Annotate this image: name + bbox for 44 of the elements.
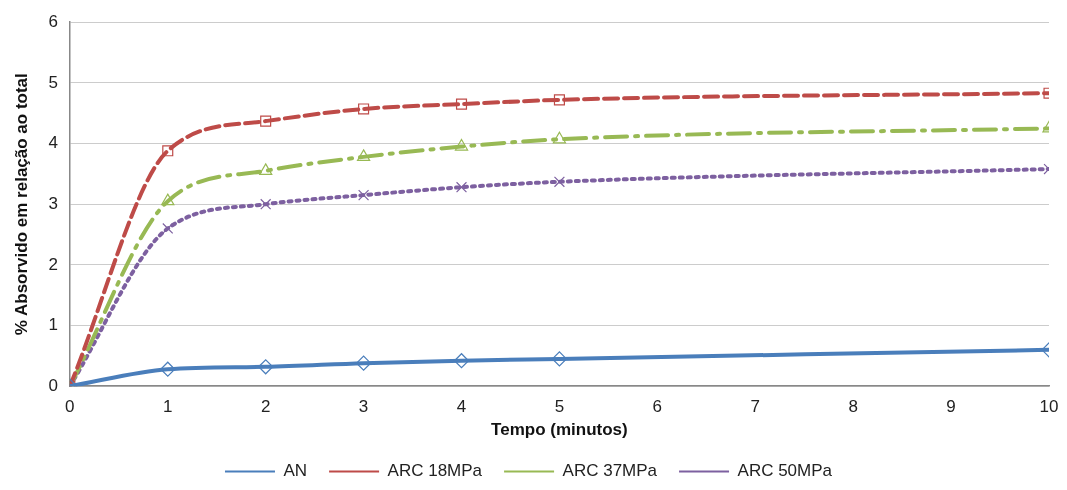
point (260, 115, 272, 127)
x-tick-label: 0 (65, 397, 75, 417)
point (260, 198, 272, 210)
point (258, 359, 274, 375)
x-tick-label: 6 (652, 397, 663, 417)
point (160, 361, 176, 377)
point (162, 145, 174, 157)
x-tick-label: 1 (163, 397, 173, 417)
legend-label: ARC 37MPa (562, 461, 658, 481)
legend-label: AN (283, 461, 308, 481)
point (162, 222, 174, 235)
point (551, 351, 568, 367)
x-tick-label: 5 (554, 397, 565, 417)
y-tick-label: 5 (48, 72, 58, 92)
point (455, 181, 468, 193)
x-tick-label: 7 (750, 397, 760, 417)
y-tick-label: 4 (48, 133, 58, 153)
point (259, 163, 273, 175)
x-tick-label: 2 (260, 397, 271, 417)
point (356, 355, 372, 371)
x-tick-label: 4 (456, 397, 467, 417)
point (356, 149, 371, 161)
legend-label: ARC 18MPa (387, 461, 483, 481)
y-tick-label: 1 (48, 315, 58, 335)
y-tick-label: 2 (48, 254, 58, 274)
x-tick-label: 8 (848, 397, 858, 417)
point (161, 193, 175, 206)
y-tick-label: 3 (48, 193, 58, 213)
point (455, 98, 468, 110)
x-axis-title: Tempo (minutos) (491, 420, 628, 440)
point (358, 189, 370, 201)
x-tick-label: 9 (946, 397, 956, 417)
point (454, 138, 469, 151)
x-tick-label: 10 (1039, 397, 1059, 417)
point (552, 131, 567, 144)
y-tick-label: 6 (48, 11, 58, 31)
point (553, 176, 565, 188)
point (358, 103, 370, 115)
x-tick-label: 3 (358, 397, 369, 417)
point (453, 353, 470, 369)
y-axis-title: % Absorvido em relação ao total (11, 73, 31, 336)
point (553, 94, 565, 106)
legend-label: ARC 50MPa (737, 461, 833, 481)
y-tick-label: 0 (48, 375, 58, 395)
